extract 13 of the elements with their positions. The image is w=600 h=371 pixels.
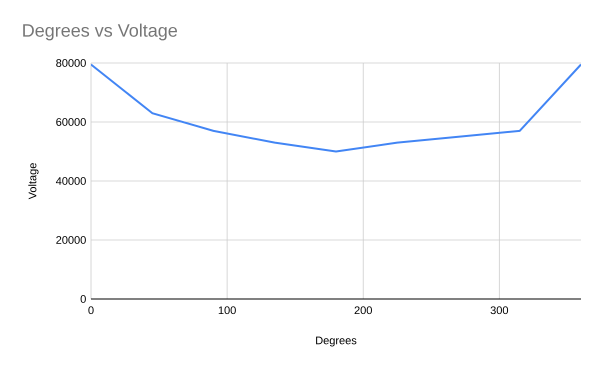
- x-tick-label: 200: [354, 306, 372, 314]
- chart-title: Degrees vs Voltage: [23, 24, 178, 40]
- x-tick-label: 300: [490, 306, 508, 314]
- x-axis-title: Degrees: [316, 336, 356, 346]
- y-tick-label: 40000: [56, 177, 86, 185]
- x-tick-label: 100: [218, 306, 236, 314]
- x-tick-label: 0: [88, 306, 94, 314]
- y-tick-label: 0: [80, 295, 86, 303]
- y-axis-title: Voltage: [28, 163, 39, 200]
- y-tick-label: 60000: [56, 118, 86, 126]
- y-tick-label: 20000: [56, 236, 86, 244]
- line-series: [91, 63, 581, 153]
- y-tick-label: 80000: [56, 59, 86, 67]
